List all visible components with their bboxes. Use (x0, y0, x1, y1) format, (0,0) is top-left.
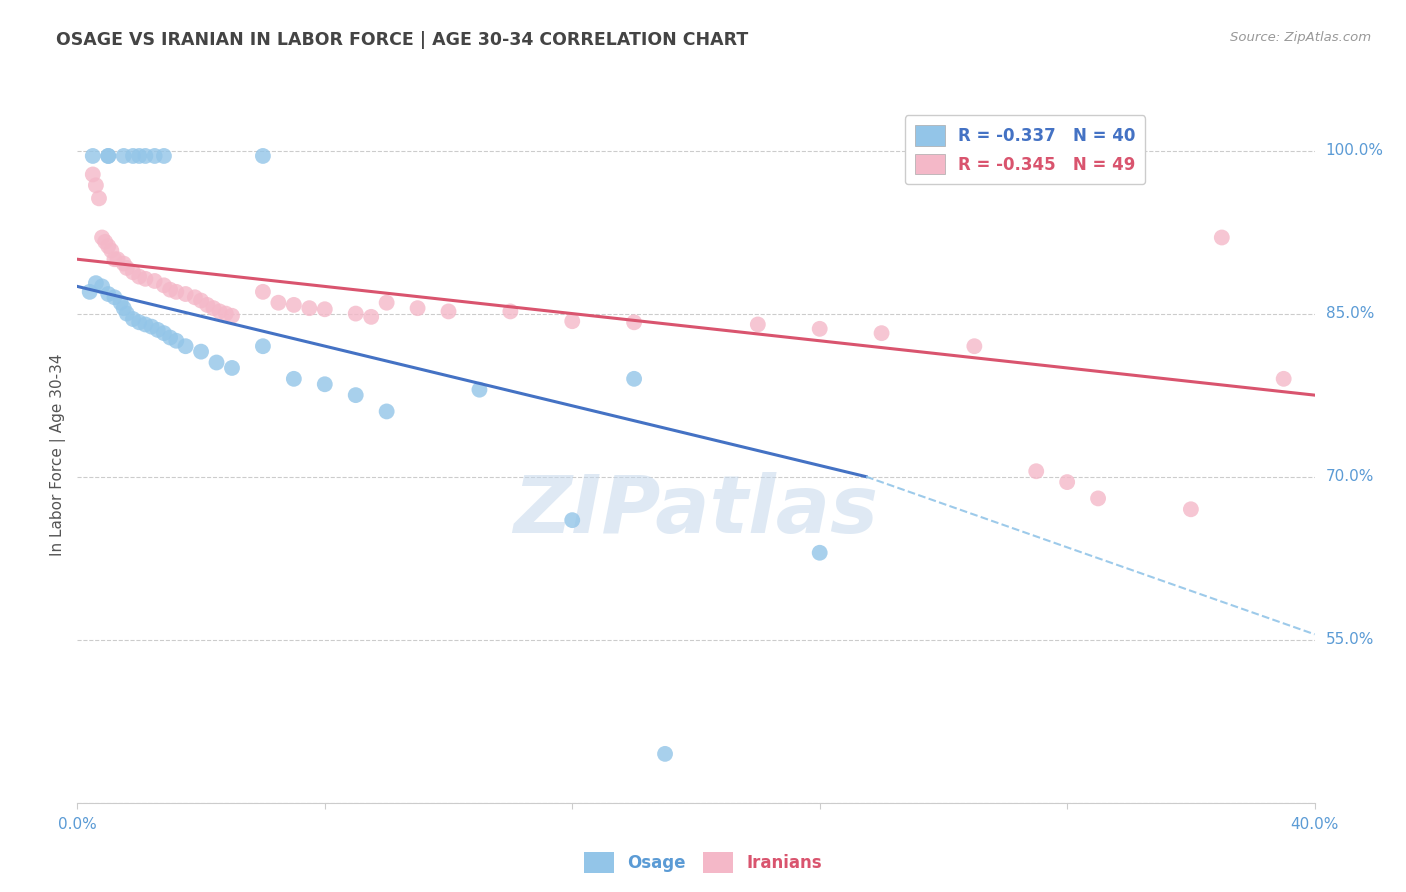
Point (205, 355, 228, 369)
Point (747, 318, 769, 332)
Point (122, 149, 145, 163)
Point (87, 191, 110, 205)
Point (165, 285, 187, 299)
Point (195, 298, 218, 312)
Point (221, 309, 243, 323)
Point (1211, 230, 1233, 244)
Point (91, 230, 114, 244)
Point (1087, 491, 1109, 506)
Point (437, 304, 460, 318)
Point (1025, 464, 1047, 478)
Point (174, 287, 197, 301)
Point (1056, 475, 1078, 489)
Point (202, 301, 225, 315)
Point (870, 326, 893, 341)
Point (122, 265, 145, 279)
Point (360, 310, 382, 324)
Text: 55.0%: 55.0% (1326, 632, 1374, 648)
Legend: R = -0.337   N = 40, R = -0.345   N = 49: R = -0.337 N = 40, R = -0.345 N = 49 (904, 115, 1146, 185)
Point (623, 315, 645, 329)
Point (208, 304, 231, 318)
Point (115, 260, 138, 275)
Point (252, 339, 274, 353)
Point (623, 372, 645, 386)
Point (107, 252, 129, 267)
Point (406, 301, 429, 315)
Point (808, 546, 831, 560)
Point (97, 149, 120, 163)
Point (146, 323, 169, 337)
Point (97, 239, 120, 253)
Point (159, 330, 181, 344)
Point (314, 302, 336, 317)
Y-axis label: In Labor Force | Age 30-34: In Labor Force | Age 30-34 (51, 353, 66, 557)
Point (103, 252, 125, 267)
Point (79, 285, 101, 299)
Point (94, 235, 117, 249)
Point (283, 298, 305, 312)
Point (184, 290, 207, 304)
Point (82, 149, 104, 163)
Point (499, 304, 522, 318)
Point (215, 307, 238, 321)
Text: ZIPatlas: ZIPatlas (513, 472, 879, 549)
Text: OSAGE VS IRANIAN IN LABOR FORCE | AGE 30-34 CORRELATION CHART: OSAGE VS IRANIAN IN LABOR FORCE | AGE 30… (56, 31, 748, 49)
Point (252, 149, 274, 163)
Point (128, 149, 150, 163)
Point (190, 293, 212, 308)
Point (283, 372, 305, 386)
Text: Source: ZipAtlas.com: Source: ZipAtlas.com (1230, 31, 1371, 45)
Point (375, 404, 398, 418)
Point (159, 283, 181, 297)
Point (298, 301, 321, 315)
Point (128, 269, 150, 284)
Text: 70.0%: 70.0% (1326, 469, 1374, 484)
Point (344, 388, 367, 402)
Point (314, 377, 336, 392)
Point (561, 513, 583, 527)
Point (115, 307, 138, 321)
Point (808, 322, 831, 336)
Point (112, 149, 135, 163)
Point (153, 278, 176, 293)
Point (174, 339, 197, 353)
Point (112, 257, 135, 271)
Point (91, 279, 114, 293)
Point (654, 747, 676, 761)
Point (221, 361, 243, 376)
Point (153, 326, 176, 341)
Point (165, 334, 187, 348)
Point (1180, 502, 1202, 516)
Point (134, 149, 156, 163)
Point (143, 149, 166, 163)
Point (84, 178, 107, 193)
Point (344, 307, 367, 321)
Text: 100.0%: 100.0% (1326, 143, 1384, 158)
Point (97, 149, 120, 163)
Point (103, 290, 125, 304)
Point (82, 168, 104, 182)
Point (267, 295, 290, 310)
Point (252, 285, 274, 299)
Point (143, 274, 166, 288)
Point (112, 301, 135, 315)
Point (100, 244, 122, 258)
Point (375, 295, 398, 310)
Point (468, 383, 491, 397)
Point (97, 287, 120, 301)
Point (122, 312, 145, 326)
Point (153, 149, 176, 163)
Point (134, 318, 156, 332)
Point (141, 319, 163, 334)
Text: 85.0%: 85.0% (1326, 306, 1374, 321)
Point (128, 315, 150, 329)
Point (561, 314, 583, 328)
Legend: Osage, Iranians: Osage, Iranians (578, 846, 828, 880)
Point (1272, 372, 1295, 386)
Point (110, 295, 132, 310)
Point (134, 272, 156, 286)
Point (84, 276, 107, 290)
Point (963, 339, 986, 353)
Point (190, 344, 212, 359)
